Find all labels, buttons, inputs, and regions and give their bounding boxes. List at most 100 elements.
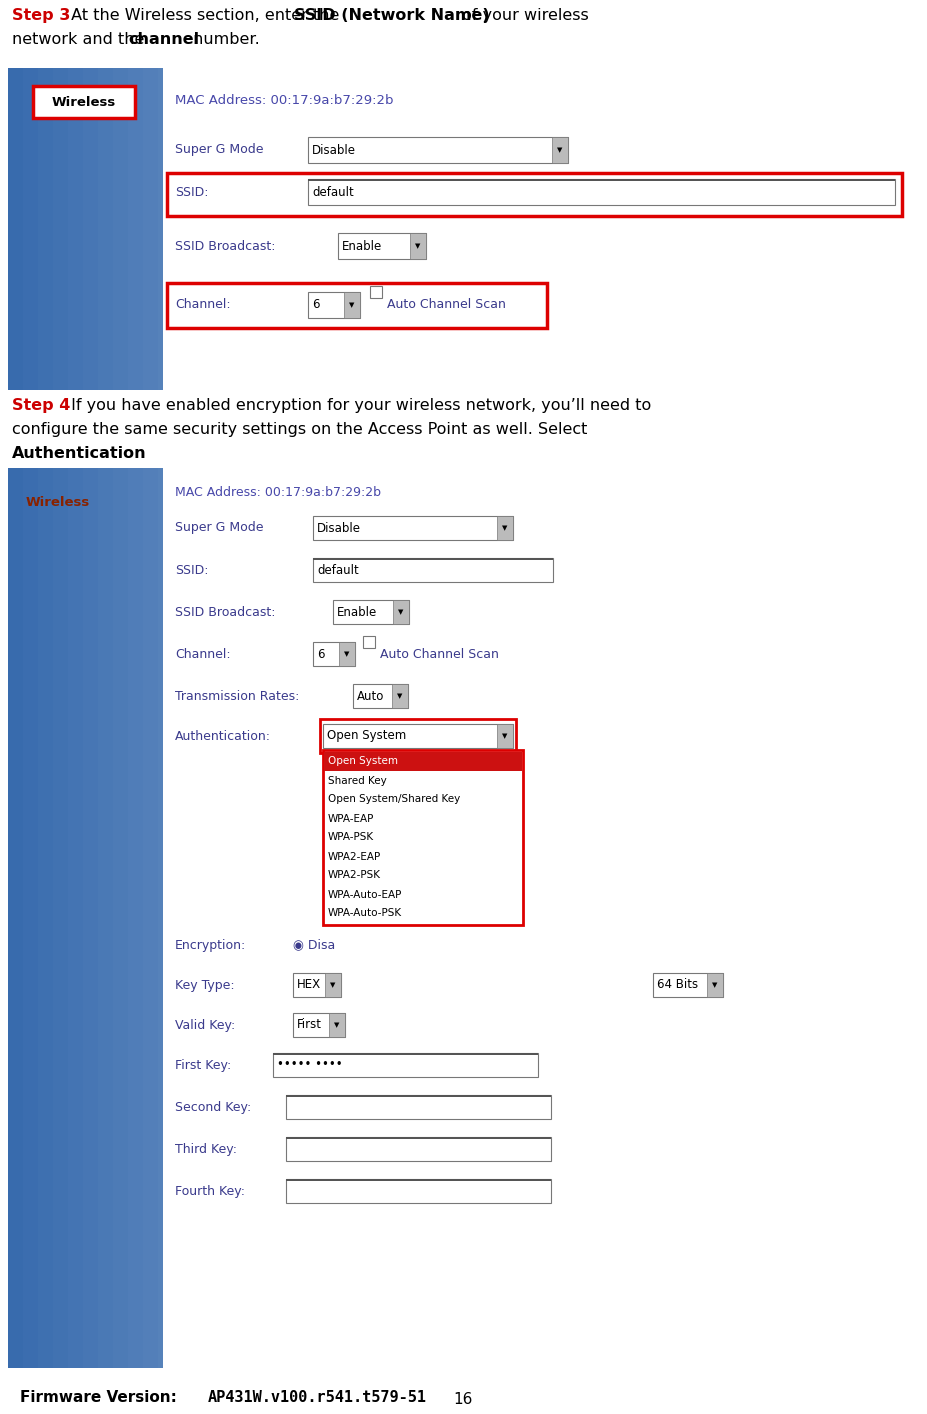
Bar [344,293,360,318]
Bar [53,68,69,390]
Text: channel: channel [128,33,199,47]
Bar [286,1094,551,1097]
Bar [173,468,189,1367]
Bar [865,68,881,390]
Bar [273,1053,538,1055]
Bar [669,68,685,390]
Bar [489,468,504,1367]
Text: Auto: Auto [357,690,385,703]
Text: Second Key:: Second Key: [175,1100,251,1113]
Bar [263,68,279,390]
Bar [684,68,700,390]
Bar [293,1012,345,1036]
Bar [429,468,444,1367]
Text: ••••• ••••: ••••• •••• [277,1059,343,1072]
Text: 16: 16 [454,1393,473,1407]
Text: of your wireless: of your wireless [457,8,589,23]
Text: ▼: ▼ [502,732,508,740]
Bar [410,233,426,259]
Text: ▼: ▼ [415,243,421,249]
Bar [8,468,23,1367]
Bar [294,68,310,390]
Bar [744,68,760,390]
Bar [504,468,520,1367]
Bar [640,468,655,1367]
Text: ▼: ▼ [557,147,563,153]
Bar [565,468,579,1367]
Bar [594,468,610,1367]
Bar [294,468,310,1367]
Text: WPA2-PSK: WPA2-PSK [328,871,381,881]
Bar [203,468,219,1367]
Text: ▼: ▼ [399,609,403,615]
Bar [286,1137,551,1161]
Bar [159,68,174,390]
Bar [369,468,385,1367]
Bar [308,293,360,318]
Bar [167,173,902,216]
Bar [203,68,219,390]
Text: Channel:: Channel: [175,648,231,660]
Text: Third Key:: Third Key: [175,1143,237,1155]
Bar [98,68,114,390]
Text: Step 3: Step 3 [12,8,70,23]
Bar [369,68,385,390]
Text: WPA-PSK: WPA-PSK [328,833,375,843]
Bar [489,68,504,390]
Bar [173,68,189,390]
Bar [279,68,294,390]
Text: Authentication:: Authentication: [175,730,271,742]
Bar [320,718,516,754]
Bar [325,973,341,997]
Bar [895,468,910,1367]
Text: 6: 6 [312,298,320,311]
Bar [552,137,568,163]
Bar [98,468,114,1367]
Text: Disable: Disable [317,522,361,534]
Text: network and the: network and the [12,33,149,47]
Bar [835,468,850,1367]
Bar [653,973,723,997]
Bar [640,68,655,390]
Bar [579,468,595,1367]
Bar [324,68,339,390]
Bar [393,600,409,624]
Bar [775,468,790,1367]
Text: Auto Channel Scan: Auto Channel Scan [380,648,499,660]
Bar [248,468,264,1367]
Text: Super G Mode: Super G Mode [175,522,263,534]
Text: Firmware Version:: Firmware Version: [20,1390,177,1406]
Bar [429,68,444,390]
Bar [219,468,234,1367]
Bar [286,1179,551,1181]
Bar [819,68,835,390]
Bar [819,468,835,1367]
Text: 64 Bits: 64 Bits [657,978,698,991]
Bar [549,68,565,390]
Text: MAC Address: 00:17:9a:b7:29:2b: MAC Address: 00:17:9a:b7:29:2b [175,485,381,499]
Bar [392,684,408,708]
Bar [354,68,369,390]
Bar [700,468,715,1367]
Text: .: . [125,445,130,461]
Bar [363,636,375,648]
Bar [68,468,83,1367]
Bar [609,468,625,1367]
Text: SSID:: SSID: [175,564,209,577]
Text: Super G Mode: Super G Mode [175,143,263,157]
Text: ▼: ▼ [335,1022,339,1028]
Bar [323,749,523,925]
Bar [459,68,475,390]
Bar [159,468,174,1367]
Text: configure the same security settings on the Access Point as well. Select: configure the same security settings on … [12,421,588,437]
Bar [444,68,460,390]
Bar [805,68,820,390]
Text: default: default [312,185,354,198]
Bar [333,600,409,624]
Text: SSID Broadcast:: SSID Broadcast: [175,605,275,618]
Bar [323,724,513,748]
Bar [790,468,806,1367]
Bar [790,68,806,390]
Bar [309,468,324,1367]
Text: Open System: Open System [327,730,406,742]
